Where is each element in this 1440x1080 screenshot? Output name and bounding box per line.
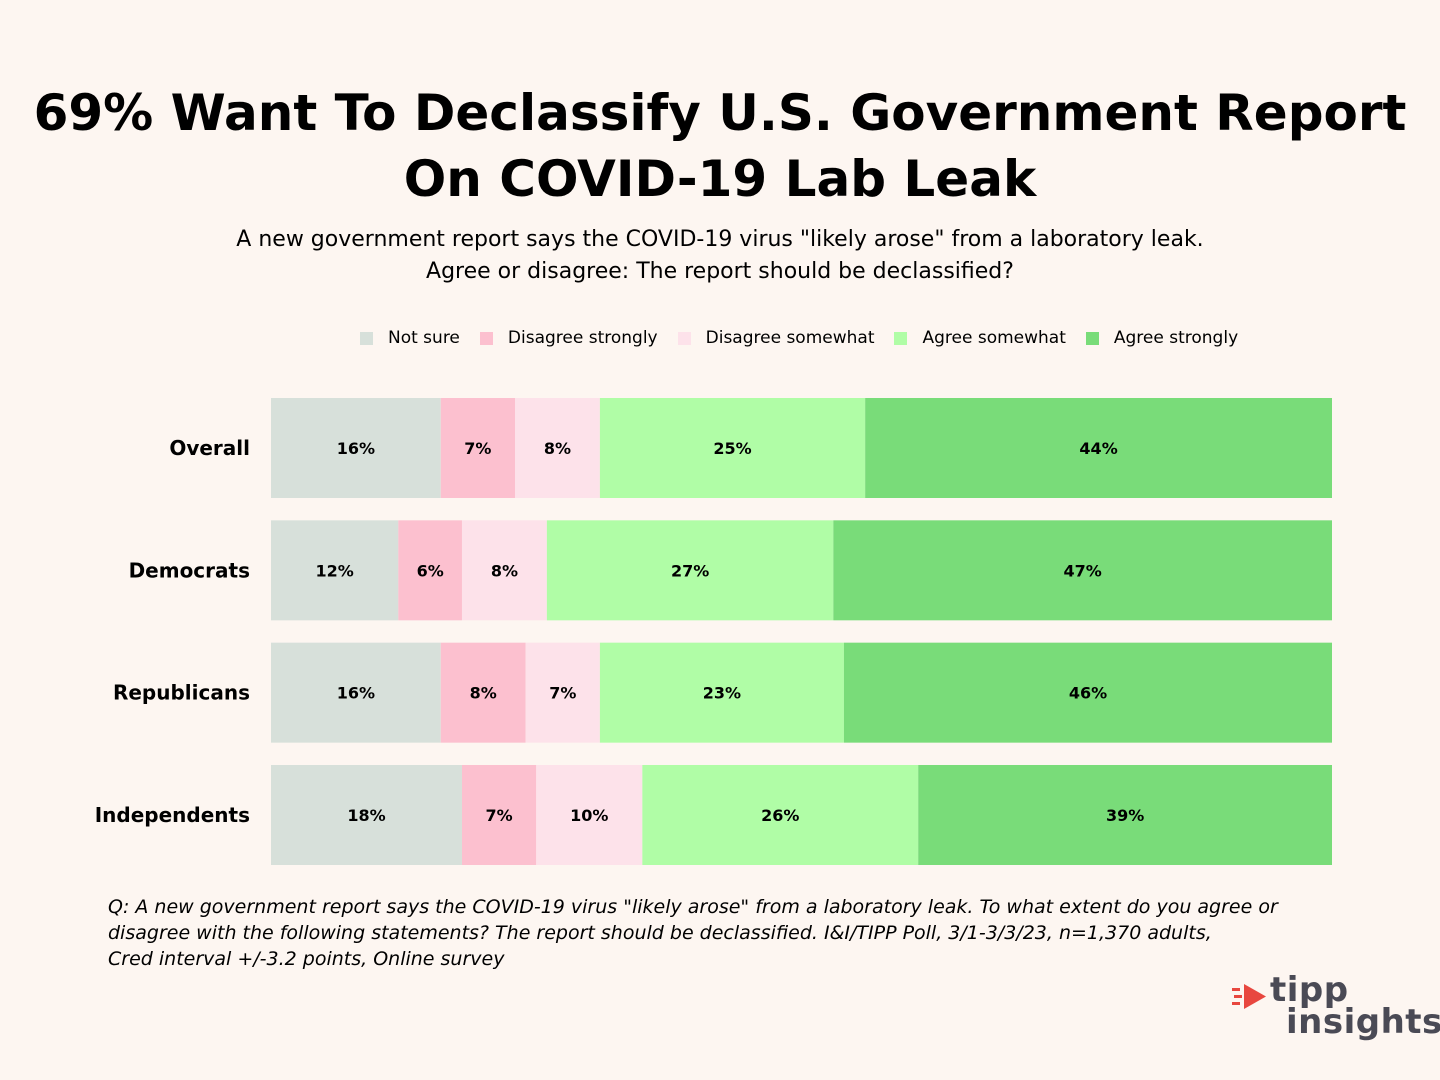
logo-arrow-icon (1232, 984, 1266, 1009)
bar-value-label: 8% (544, 439, 571, 458)
bar-segment (599, 642, 844, 743)
bar-value-label: 47% (1064, 561, 1102, 580)
chart-title: 69% Want To Declassify U.S. Government R… (0, 80, 1440, 212)
bar-value-label: 6% (417, 561, 444, 580)
logo-word-insights: insights (1286, 1002, 1440, 1042)
chart-subtitle-line-2: Agree or disagree: The report should be … (426, 259, 1014, 284)
bar-value-label: 8% (491, 561, 518, 580)
bar-segment (398, 520, 462, 621)
bar-segment (461, 764, 537, 865)
bar-value-label: 18% (347, 806, 385, 825)
bar-value-label: 25% (713, 439, 751, 458)
category-label: Republicans (113, 681, 250, 705)
bar-value-label: 44% (1079, 439, 1117, 458)
bar-value-label: 26% (761, 806, 799, 825)
footnote: Q: A new government report says the COVI… (108, 894, 1328, 972)
bar-segment (642, 764, 919, 865)
bar-segment (461, 520, 547, 621)
category-label: Overall (169, 436, 250, 460)
legend-label: Disagree somewhat (705, 328, 875, 348)
bar-value-label: 7% (464, 439, 491, 458)
bar-value-label: 8% (470, 684, 497, 703)
legend-swatch (677, 331, 691, 345)
legend-label: Agree somewhat (922, 328, 1066, 348)
bar-value-label: 16% (337, 439, 375, 458)
legend-label: Disagree strongly (507, 328, 658, 348)
bar-value-label: 7% (549, 684, 576, 703)
legend-swatch (479, 331, 493, 345)
bar-segment (546, 520, 834, 621)
footnote-line-1: Q: A new government report says the COVI… (108, 896, 1278, 918)
legend-item: Agree somewhat (894, 328, 1066, 348)
bar-value-label: 27% (671, 561, 709, 580)
legend-swatch (1085, 331, 1099, 345)
category-label: Independents (95, 803, 250, 827)
footnote-line-3: Cred interval +/-3.2 points, Online surv… (108, 948, 505, 970)
bar-segment (525, 642, 600, 743)
bar-segment (865, 398, 1332, 498)
bar-segment (440, 642, 526, 743)
legend-item: Not sure (360, 328, 460, 348)
footnote-line-2: disagree with the following statements? … (108, 922, 1212, 944)
chart-subtitle-line-1: A new government report says the COVID-1… (236, 227, 1204, 252)
category-label: Democrats (129, 558, 250, 582)
chart-title-line-1: 69% Want To Declassify U.S. Government R… (33, 84, 1407, 142)
bar-value-label: 39% (1106, 806, 1144, 825)
bar-value-label: 23% (703, 684, 741, 703)
bar-value-label: 46% (1069, 684, 1107, 703)
bar-segment (271, 398, 441, 498)
legend-item: Disagree somewhat (677, 328, 875, 348)
bar-segment (515, 398, 600, 498)
chart-legend: Not sure Disagree strongly Disagree somewh… (360, 325, 1320, 351)
tipp-insights-logo: tipp insights (1232, 970, 1440, 1046)
bar-segment (440, 398, 516, 498)
legend-item: Disagree strongly (479, 328, 658, 348)
bar-value-label: 7% (486, 806, 513, 825)
chart-subtitle: A new government report says the COVID-1… (0, 224, 1440, 288)
bar-value-label: 16% (337, 684, 375, 703)
bar-segment (271, 642, 441, 743)
legend-swatch (894, 331, 908, 345)
bar-segment (833, 520, 1332, 621)
bar-segment (843, 642, 1332, 743)
legend-swatch (360, 331, 373, 345)
bar-segment (271, 764, 462, 865)
legend-item: Agree strongly (1085, 328, 1239, 348)
chart-title-line-2: On COVID-19 Lab Leak (403, 150, 1037, 208)
bar-value-label: 12% (316, 561, 354, 580)
bar-segment (271, 520, 399, 621)
legend-label: Agree strongly (1113, 328, 1239, 348)
logo-word-tipp: tipp (1270, 970, 1349, 1010)
bar-segment (918, 764, 1332, 865)
bar-segment (536, 764, 643, 865)
bar-segment (599, 398, 866, 498)
bar-value-label: 10% (570, 806, 608, 825)
legend-label: Not sure (388, 328, 460, 348)
stacked-bar-chart: Overall 16% 7% 8% 25% 44% Democrats 12% 6% 8% 27% 4… (95, 398, 1332, 865)
